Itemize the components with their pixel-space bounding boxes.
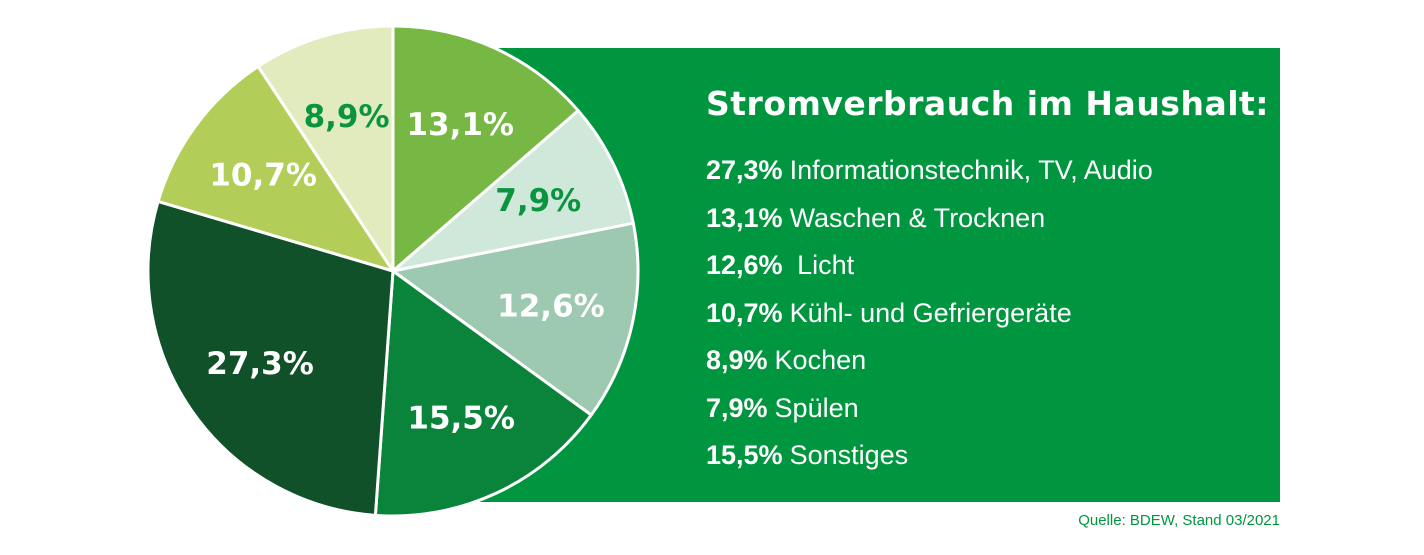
legend-item: 12,6% Licht xyxy=(706,250,855,280)
slice-label: 12,6% xyxy=(497,289,605,325)
legend-item: 15,5% Sonstiges xyxy=(706,440,909,470)
slice-label: 10,7% xyxy=(209,158,317,194)
slice-label: 15,5% xyxy=(407,401,515,437)
pie-slice xyxy=(373,269,593,518)
legend-item: 27,3% Informationstechnik, TV, Audio xyxy=(706,155,1153,185)
pie-slice xyxy=(391,24,580,273)
slice-label: 7,9% xyxy=(495,183,581,219)
slice-label: 13,1% xyxy=(406,107,514,143)
pie-slice xyxy=(391,109,635,273)
legend: 27,3% Informationstechnik, TV, Audio 13,1… xyxy=(706,150,1153,483)
legend-item: 8,9% Kochen xyxy=(706,345,867,375)
pie-slice xyxy=(146,199,395,517)
legend-item: 10,7% Kühl- und Gefriergeräte xyxy=(706,297,1072,328)
slice-label: 27,3% xyxy=(206,346,314,382)
legend-item: 13,1% Waschen & Trocknen xyxy=(706,202,1046,233)
chart-title: Stromverbrauch im Haushalt: xyxy=(706,84,1269,123)
pie-slice xyxy=(391,221,640,417)
slice-label: 8,9% xyxy=(304,99,390,135)
legend-item: 7,9% Spülen xyxy=(706,392,859,423)
pie-slice xyxy=(156,64,395,273)
source-note: Quelle: BDEW, Stand 03/2021 xyxy=(1078,512,1280,529)
pie-slice xyxy=(256,24,395,273)
